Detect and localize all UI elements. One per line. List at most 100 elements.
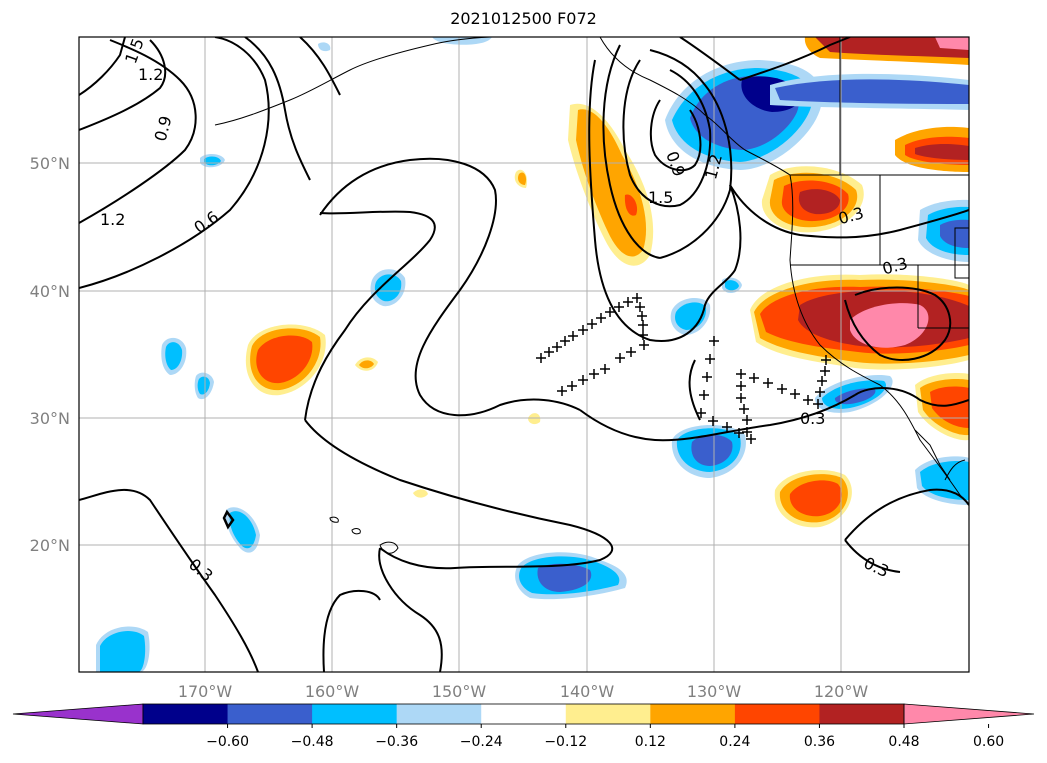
colorbar-swatch xyxy=(143,704,229,724)
colorbar-extend-max xyxy=(903,703,1035,725)
plus-marker xyxy=(557,386,567,396)
plus-marker xyxy=(820,366,830,376)
contour-label: 1.2 xyxy=(100,210,125,229)
positive-anomaly-region xyxy=(359,360,374,369)
colorbar-swatch xyxy=(819,704,905,724)
plus-marker xyxy=(803,395,813,405)
negative-anomaly-region xyxy=(165,342,183,370)
plus-marker xyxy=(623,297,633,307)
negative-anomaly-region xyxy=(197,376,210,395)
plus-marker xyxy=(736,381,746,391)
plus-marker xyxy=(815,387,825,397)
contour-label: 1.2 xyxy=(138,65,163,84)
plus-marker xyxy=(626,347,636,357)
negative-anomaly-region xyxy=(432,37,492,45)
contour-label: 0.3 xyxy=(800,409,825,428)
contour-label: 0.3 xyxy=(880,254,910,279)
positive-anomaly-region xyxy=(798,189,840,215)
contour-label: 0.9 xyxy=(662,149,689,179)
plus-marker xyxy=(722,422,732,432)
lon-label: 120°W xyxy=(814,682,869,701)
plus-marker xyxy=(560,336,570,346)
positive-anomaly-region xyxy=(256,335,313,384)
positive-anomaly-region xyxy=(789,480,842,517)
colorbar-swatch xyxy=(734,704,820,724)
colorbar-tick-label: −0.48 xyxy=(291,734,334,750)
plus-marker xyxy=(632,293,642,303)
colorbar-tick-label: −0.24 xyxy=(460,734,503,750)
lon-label: 160°W xyxy=(305,682,360,701)
plus-marker xyxy=(763,378,773,388)
positive-anomaly-region xyxy=(528,413,541,425)
positive-anomaly-region xyxy=(576,109,647,257)
colorbar-tick-label: 0.60 xyxy=(973,734,1004,750)
lat-label: 40°N xyxy=(30,282,70,301)
plus-marker xyxy=(746,434,756,444)
plus-marker xyxy=(821,355,831,365)
positive-anomaly-region xyxy=(850,303,929,348)
map-frame xyxy=(78,36,970,673)
colorbar-swatch xyxy=(565,704,651,724)
colorbar-swatch xyxy=(312,704,398,724)
colorbar-tick-label: 0.48 xyxy=(888,734,919,750)
lon-label: 170°W xyxy=(178,682,233,701)
colorbar-tick-label: 0.24 xyxy=(719,734,750,750)
positive-anomaly-region xyxy=(624,194,638,216)
positive-anomaly-region xyxy=(413,489,428,498)
colorbar-swatch xyxy=(650,704,736,724)
plus-marker xyxy=(696,408,706,418)
colorbar-tick-label: −0.36 xyxy=(375,734,418,750)
contour-lines xyxy=(79,37,969,672)
lon-label: 140°W xyxy=(560,682,615,701)
colorbar-swatch xyxy=(396,704,482,724)
negative-anomaly-region xyxy=(318,42,331,52)
colorbar-swatch xyxy=(481,704,567,724)
negative-anomaly-region xyxy=(537,563,592,592)
plus-marker xyxy=(615,353,625,363)
colorbar-tick-label: 0.12 xyxy=(635,734,666,750)
plus-marker xyxy=(708,416,718,426)
contour-label: 0.9 xyxy=(151,114,176,144)
plus-marker xyxy=(736,393,746,403)
lat-label: 20°N xyxy=(30,536,70,555)
plus-marker xyxy=(600,364,610,374)
colorbar-tick-label: −0.60 xyxy=(206,734,249,750)
contour-label: 0.3 xyxy=(861,553,892,581)
plus-marker xyxy=(567,381,577,391)
colorbar-tick-label: −0.12 xyxy=(544,734,587,750)
negative-anomaly-region xyxy=(374,274,402,302)
plus-marker xyxy=(705,354,715,364)
positive-anomaly-region xyxy=(915,144,969,160)
plus-marker xyxy=(578,375,588,385)
positive-anomaly-region xyxy=(517,172,527,185)
positive-anomaly-region xyxy=(815,37,969,58)
plus-marker xyxy=(536,353,546,363)
colorbar-frame xyxy=(142,703,905,725)
plus-marker xyxy=(568,331,578,341)
plus-marker xyxy=(635,302,645,312)
contour-label: 1.5 xyxy=(121,36,148,66)
plus-marker xyxy=(589,369,599,379)
plus-marker xyxy=(639,340,649,350)
plus-marker xyxy=(749,373,759,383)
gridlines xyxy=(79,37,969,672)
plus-marker xyxy=(739,404,749,414)
plus-marker xyxy=(709,336,719,346)
lat-label: 30°N xyxy=(30,409,70,428)
plus-marker xyxy=(742,415,752,425)
plus-marker xyxy=(605,307,615,317)
colorbar-swatch xyxy=(227,704,313,724)
negative-anomaly-region xyxy=(775,79,969,104)
plus-marker xyxy=(638,320,648,330)
plus-marker xyxy=(614,302,624,312)
plus-marker xyxy=(544,347,554,357)
plus-marker xyxy=(817,376,827,386)
lat-label: 50°N xyxy=(30,154,70,173)
plus-marker xyxy=(742,427,752,437)
positive-anomaly-region xyxy=(935,37,969,50)
plus-marker xyxy=(777,384,787,394)
plus-marker xyxy=(638,330,648,340)
plus-marker xyxy=(699,390,709,400)
negative-anomaly-region xyxy=(691,434,733,466)
